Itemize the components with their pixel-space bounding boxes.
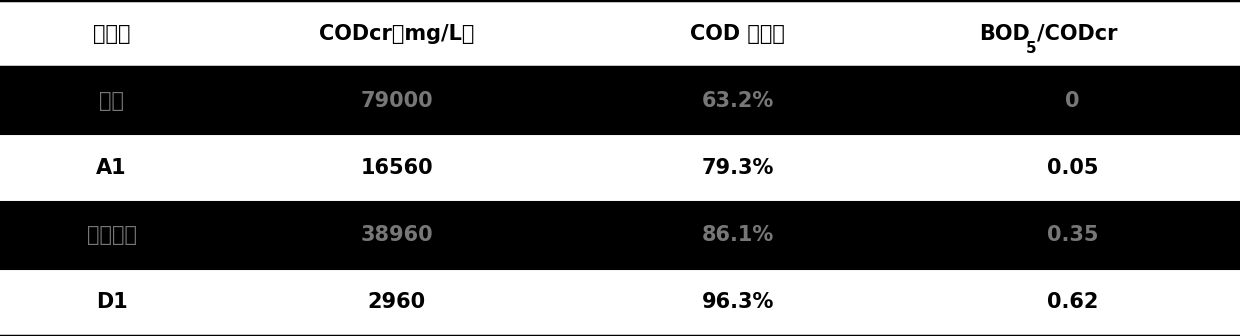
Text: A1: A1	[97, 158, 126, 178]
Text: 催化剂: 催化剂	[93, 24, 130, 44]
Bar	[0, 134, 1240, 202]
Text: 63.2%: 63.2%	[702, 91, 774, 111]
Text: 某热热化: 某热热化	[87, 225, 136, 245]
Text: COD 去除率: COD 去除率	[691, 24, 785, 44]
Text: 79.3%: 79.3%	[702, 158, 774, 178]
Text: 96.3%: 96.3%	[702, 292, 774, 312]
Text: 0.62: 0.62	[1047, 292, 1099, 312]
Text: D1: D1	[95, 292, 128, 312]
Text: 79000: 79000	[361, 91, 433, 111]
Text: 0: 0	[1065, 91, 1080, 111]
Text: 0.05: 0.05	[1047, 158, 1099, 178]
Text: 38960: 38960	[361, 225, 433, 245]
Text: 86.1%: 86.1%	[702, 225, 774, 245]
Bar	[0, 67, 1240, 134]
Text: 5: 5	[1025, 41, 1037, 56]
Text: 2960: 2960	[368, 292, 425, 312]
Bar	[0, 269, 1240, 336]
Bar	[0, 0, 1240, 67]
Text: 16560: 16560	[361, 158, 433, 178]
Text: BOD: BOD	[980, 24, 1030, 44]
Text: 0.35: 0.35	[1047, 225, 1099, 245]
Bar	[0, 202, 1240, 269]
Text: /CODcr: /CODcr	[1037, 24, 1117, 44]
Text: CODcr（mg/L）: CODcr（mg/L）	[319, 24, 475, 44]
Text: 原水: 原水	[99, 91, 124, 111]
